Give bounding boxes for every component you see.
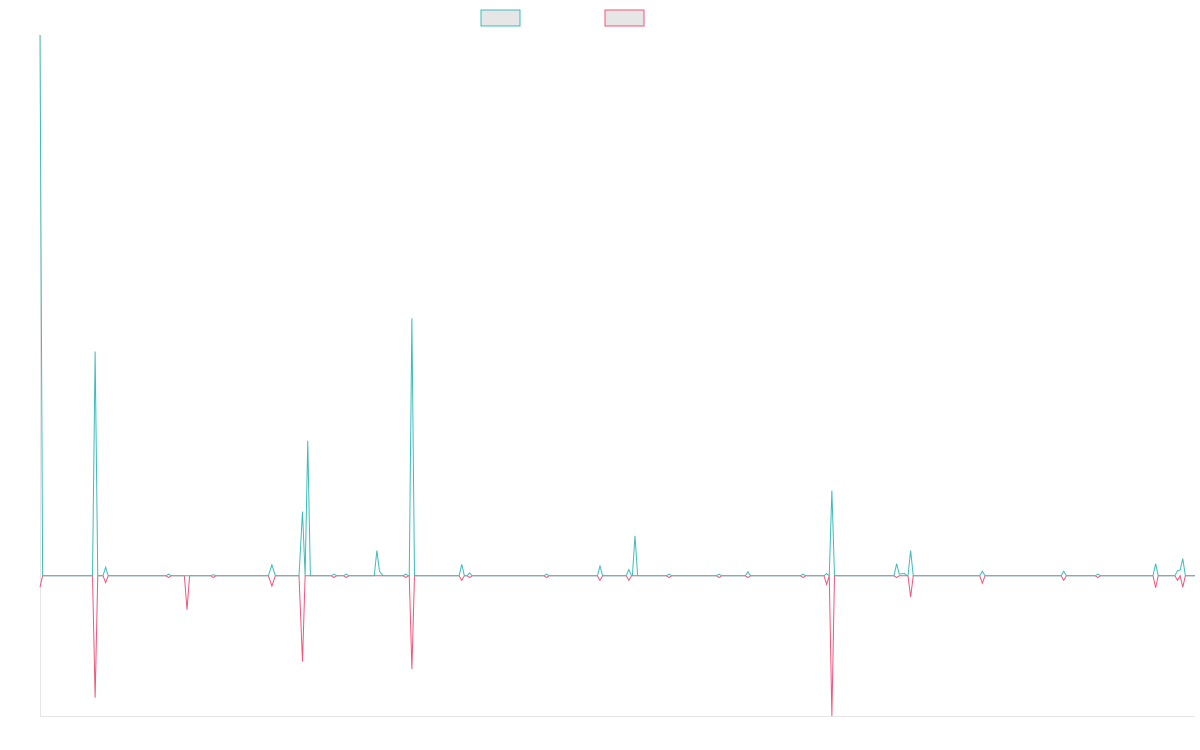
legend-swatch-series-a[interactable] [480,9,521,27]
legend-swatch-series-b[interactable] [604,9,645,27]
legend[interactable] [480,9,645,27]
plot-area [39,34,1195,717]
series-a-line [39,34,1195,577]
series-b-line [39,574,1195,717]
